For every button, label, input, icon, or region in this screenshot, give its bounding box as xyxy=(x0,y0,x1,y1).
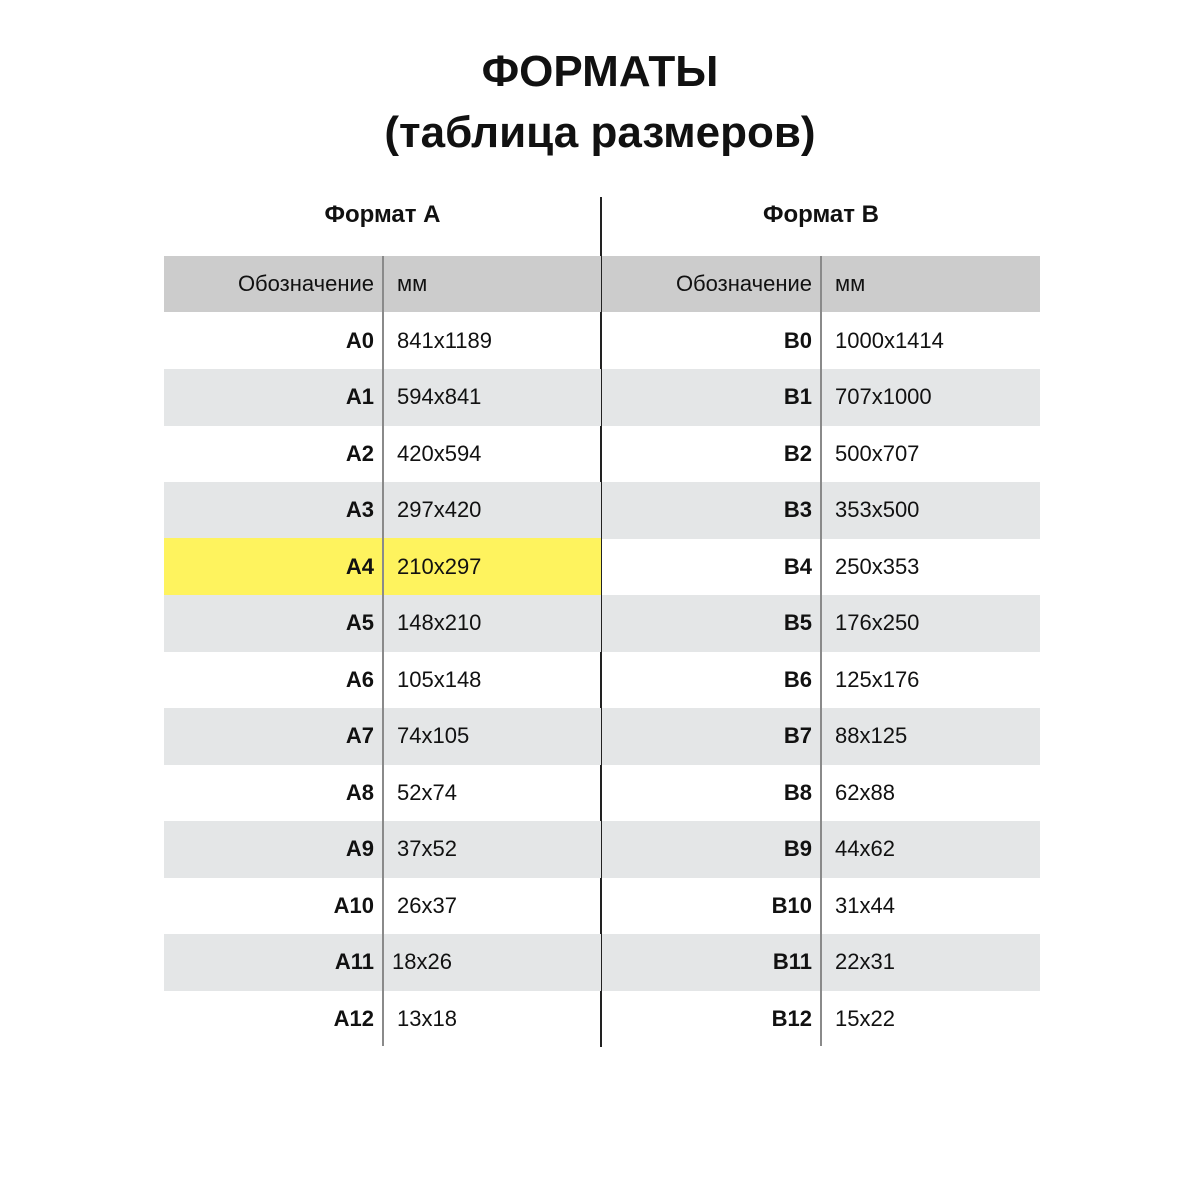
format-size: 74x105 xyxy=(397,723,470,748)
column-divider xyxy=(382,256,384,1046)
format-size: 44x62 xyxy=(835,836,895,861)
format-size: 88x125 xyxy=(835,723,908,748)
format-designation: B1 xyxy=(783,384,812,409)
table-row: B8 62x88 xyxy=(602,764,1040,821)
format-size: 297x420 xyxy=(397,497,482,522)
format-size: 37x52 xyxy=(397,836,457,861)
format-designation: A3 xyxy=(345,497,374,522)
format-size: 15x22 xyxy=(835,1005,895,1031)
format-size: 22x31 xyxy=(835,949,895,974)
page-title: ФОРМАТЫ xyxy=(481,47,719,96)
table-row: A10 26x37 xyxy=(164,877,601,934)
format-size: 250x353 xyxy=(835,553,920,579)
page-subtitle: (таблица размеров) xyxy=(384,108,816,157)
table-row: B12 15x22 xyxy=(602,990,1040,1047)
format-designation: A5 xyxy=(345,610,374,635)
table-row: A12 13x18 xyxy=(164,990,601,1047)
column-header-value: мм xyxy=(835,271,866,296)
format-designation: B5 xyxy=(783,610,812,635)
column-header-value: мм xyxy=(397,271,428,296)
format-size: 594x841 xyxy=(397,384,482,409)
format-size: 707x1000 xyxy=(835,384,932,409)
format-size: 13x18 xyxy=(397,1005,457,1031)
format-size: 841x1189 xyxy=(397,327,493,353)
format-designation: A7 xyxy=(345,723,374,748)
format-designation: B2 xyxy=(783,440,812,466)
format-size: 210x297 xyxy=(397,553,482,579)
size-table: Обозначение мм B0 1000x1414 B1 707x1000 B2 500x… xyxy=(602,256,1040,1046)
format-size: 500x707 xyxy=(835,440,920,466)
format-designation: A12 xyxy=(333,1005,374,1031)
format-size: 125x176 xyxy=(835,666,920,692)
table-row: B2 500x707 xyxy=(602,425,1040,482)
format-size: 62x88 xyxy=(835,779,895,805)
table-row: B6 125x176 xyxy=(602,651,1040,708)
format-size: 353x500 xyxy=(835,497,920,522)
format-designation: A4 xyxy=(345,553,374,579)
format-designation: B7 xyxy=(783,723,812,748)
format-size: 148x210 xyxy=(397,610,482,635)
table-row: A2 420x594 xyxy=(164,425,601,482)
format-designation: A0 xyxy=(345,327,374,353)
table-row: B0 1000x1414 xyxy=(602,312,1040,369)
format-designation: A11 xyxy=(334,949,374,974)
format-size: 420x594 xyxy=(397,440,482,466)
format-designation: B8 xyxy=(783,779,812,805)
center-divider xyxy=(600,197,602,1047)
format-size: 18x26 xyxy=(392,949,452,974)
format-size: 105x148 xyxy=(397,666,482,692)
format-designation: B11 xyxy=(772,949,812,974)
table-heading: Формат А xyxy=(324,201,441,228)
format-size: 176x250 xyxy=(835,610,920,635)
size-table: Обозначение мм A0 841x1189 A1 594x841 A2 420x59… xyxy=(164,256,601,1046)
format-designation: B4 xyxy=(783,553,812,579)
table-row: A0 841x1189 xyxy=(164,312,601,369)
format-size: 1000x1414 xyxy=(835,327,944,353)
format-designation: B10 xyxy=(771,892,812,918)
column-header-label: Обозначение xyxy=(675,271,812,296)
table-row: B4 250x353 xyxy=(602,538,1040,595)
format-designation: B9 xyxy=(783,836,812,861)
format-designation: B0 xyxy=(783,327,812,353)
format-size: 26x37 xyxy=(397,892,457,918)
format-designation: A6 xyxy=(345,666,374,692)
format-designation: B3 xyxy=(783,497,812,522)
format-designation: A2 xyxy=(345,440,374,466)
table-row: A6 105x148 xyxy=(164,651,601,708)
format-designation: B12 xyxy=(771,1005,812,1031)
format-designation: A9 xyxy=(345,836,374,861)
table-row: B10 31x44 xyxy=(602,877,1040,934)
format-size: 52x74 xyxy=(397,779,457,805)
format-designation: A1 xyxy=(345,384,374,409)
table-heading: Формат В xyxy=(762,201,880,228)
column-header-label: Обозначение xyxy=(237,271,374,296)
column-divider xyxy=(820,256,822,1046)
format-designation: B6 xyxy=(783,666,812,692)
table-row: A8 52x74 xyxy=(164,764,601,821)
format-size: 31x44 xyxy=(835,892,895,918)
format-designation: A10 xyxy=(333,892,374,918)
format-designation: A8 xyxy=(345,779,374,805)
